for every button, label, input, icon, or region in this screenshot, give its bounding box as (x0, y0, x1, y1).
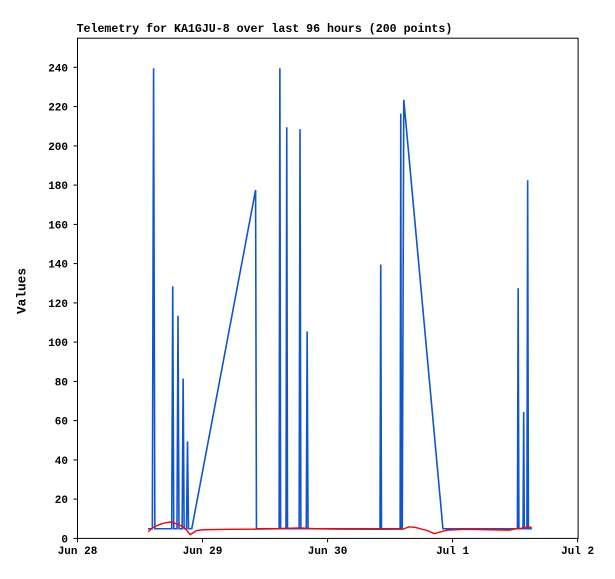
svg-text:0: 0 (61, 534, 68, 546)
svg-text:80: 80 (55, 377, 68, 389)
svg-text:60: 60 (55, 417, 68, 429)
svg-text:140: 140 (48, 260, 68, 272)
svg-text:Values: Values (14, 268, 29, 314)
svg-text:220: 220 (48, 103, 68, 115)
svg-text:160: 160 (48, 220, 68, 232)
svg-text:Jun 29: Jun 29 (183, 546, 223, 558)
svg-text:240: 240 (48, 63, 68, 75)
svg-text:100: 100 (48, 338, 68, 350)
svg-text:Jun 30: Jun 30 (308, 546, 348, 558)
svg-text:40: 40 (55, 456, 68, 468)
svg-text:Telemetry for KA1GJU-8 over la: Telemetry for KA1GJU-8 over last 96 hour… (77, 23, 453, 36)
svg-text:Jul 1: Jul 1 (436, 546, 469, 558)
svg-text:Jul 2: Jul 2 (561, 546, 594, 558)
svg-text:200: 200 (48, 142, 68, 154)
svg-text:Jun 28: Jun 28 (58, 546, 98, 558)
svg-text:20: 20 (55, 495, 68, 507)
svg-text:180: 180 (48, 181, 68, 193)
svg-text:120: 120 (48, 299, 68, 311)
